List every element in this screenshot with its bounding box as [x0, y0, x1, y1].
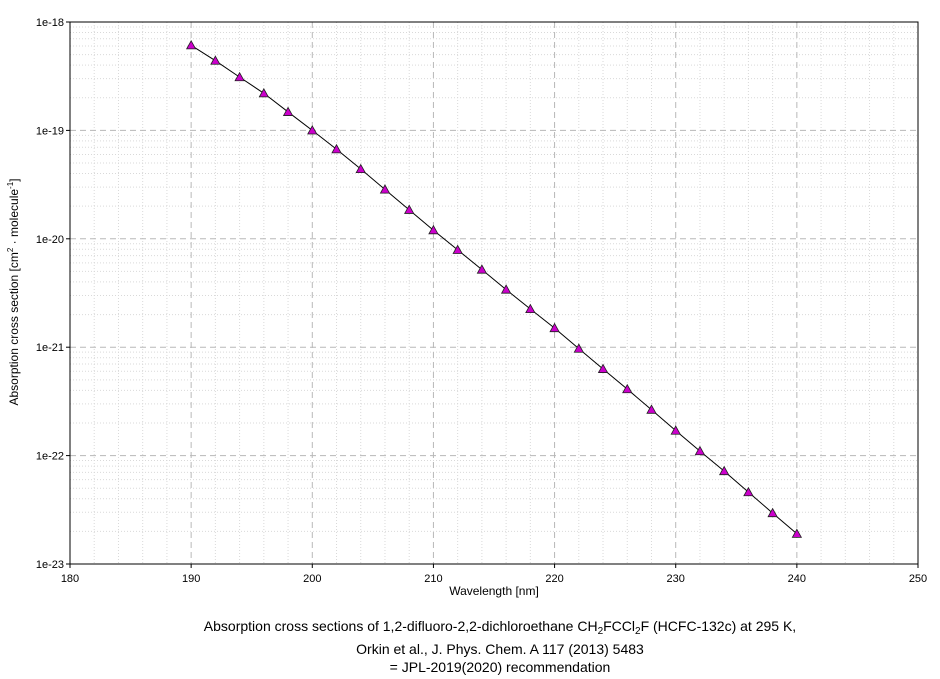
caption-line-1: Absorption cross sections of 1,2-difluor…: [203, 618, 797, 637]
data-point-marker: [500, 284, 512, 294]
data-point-marker: [476, 264, 488, 274]
data-point-marker: [670, 425, 681, 435]
y-tick-label: 1e-19: [36, 125, 64, 137]
data-point-marker: [743, 486, 754, 497]
y-axis-label-superscript: -1: [6, 181, 15, 189]
data-point-marker: [549, 322, 560, 333]
data-point-marker: [331, 143, 342, 154]
data-point-marker: [525, 303, 536, 314]
y-axis-label-part: · molecule: [7, 189, 21, 248]
data-point-marker: [185, 39, 197, 50]
data-point-marker: [234, 71, 245, 82]
y-tick-label: 1e-18: [36, 17, 64, 29]
data-point-marker: [210, 55, 221, 65]
plot-frame: [69, 21, 919, 565]
y-tick-label: 1e-23: [36, 559, 64, 571]
x-tick-label: 190: [182, 573, 200, 585]
data-point-marker: [282, 106, 294, 116]
y-tick-label: 1e-21: [36, 342, 64, 354]
y-axis-label-part: ]: [7, 178, 21, 181]
data-point-marker: [597, 363, 609, 373]
x-tick-label: 250: [909, 573, 927, 585]
data-point-marker: [622, 383, 633, 394]
data-point-marker: [767, 507, 778, 518]
data-point-marker: [307, 125, 318, 135]
plot-area: [70, 22, 918, 564]
x-tick-label: 240: [788, 573, 806, 585]
data-point-marker: [694, 445, 706, 456]
x-tick-label: 230: [667, 573, 685, 585]
x-tick-label: 200: [303, 573, 321, 585]
data-point-marker: [355, 163, 366, 174]
y-tick-label: 1e-22: [36, 451, 64, 463]
data-point-marker: [428, 224, 439, 235]
data-point-marker: [404, 204, 415, 214]
x-tick-label: 220: [545, 573, 563, 585]
y-axis-label-part: Absorption cross section [cm: [7, 252, 21, 405]
data-point-marker: [791, 528, 803, 538]
y-tick-label: 1e-20: [36, 234, 64, 246]
caption-line-3: = JPL-2019(2020) recommendation: [389, 659, 611, 675]
data-point-marker: [573, 343, 584, 353]
x-tick-label: 210: [424, 573, 442, 585]
caption-line-2: Orkin et al., J. Phys. Chem. A 117 (2013…: [356, 641, 644, 657]
y-axis-label: Absorption cross section [cm2 · molecule…: [6, 178, 21, 405]
data-point-marker: [646, 404, 657, 414]
x-axis-label: Wavelength [nm]: [449, 584, 539, 598]
data-point-marker: [452, 244, 463, 254]
data-point-marker: [258, 87, 270, 98]
x-tick-label: 180: [61, 573, 79, 585]
data-point-marker: [379, 184, 391, 194]
y-axis-label-superscript: 2: [6, 247, 15, 252]
data-point-marker: [718, 465, 730, 476]
